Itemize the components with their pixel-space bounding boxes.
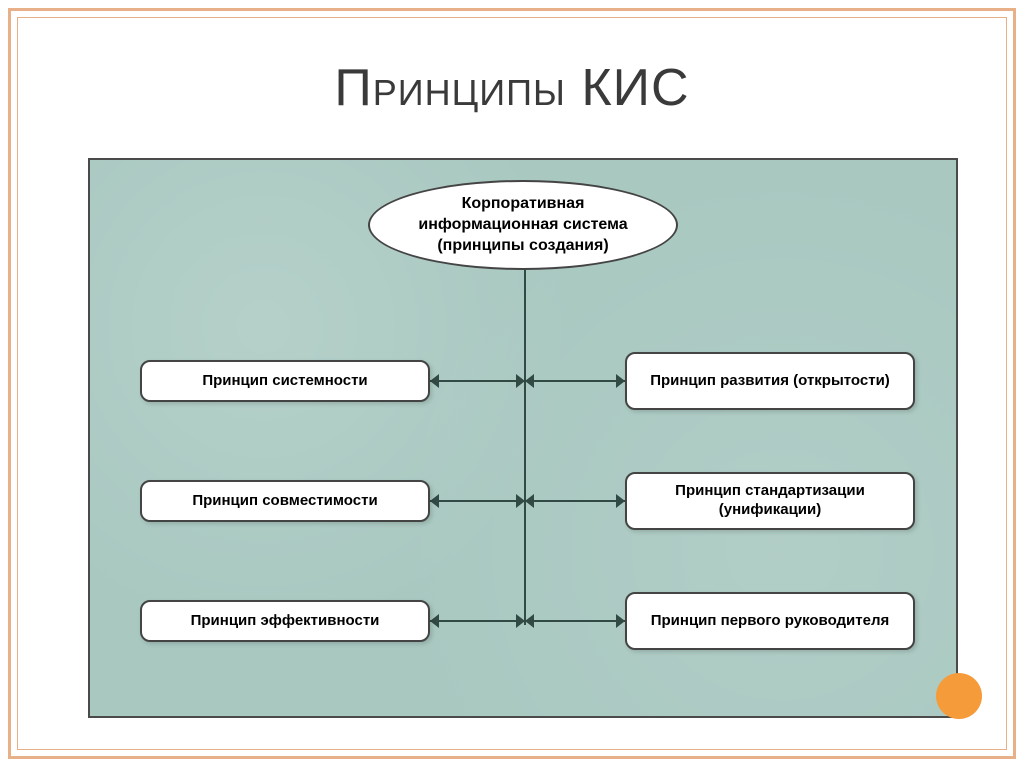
arrowhead-icon <box>516 494 525 508</box>
arrowhead-icon <box>525 374 534 388</box>
leaf-node-left: Принцип эффективности <box>140 600 430 642</box>
arrowhead-icon <box>516 614 525 628</box>
leaf-node-right: Принцип первого руководителя <box>625 592 915 650</box>
leaf-node-right: Принцип стандартизации (унификации) <box>625 472 915 530</box>
connector-right <box>525 500 625 502</box>
slide-title: Принципы КИС <box>18 58 1006 118</box>
connector-right <box>525 620 625 622</box>
connector-left <box>430 380 525 382</box>
connector-right <box>525 380 625 382</box>
arrowhead-icon <box>516 374 525 388</box>
arrowhead-icon <box>430 614 439 628</box>
diagram-area: Корпоративная информационная система (пр… <box>88 158 958 718</box>
corner-dot-icon <box>936 673 982 719</box>
root-node: Корпоративная информационная система (пр… <box>368 180 678 270</box>
arrowhead-icon <box>525 614 534 628</box>
arrowhead-icon <box>616 614 625 628</box>
leaf-node-right: Принцип развития (открытости) <box>625 352 915 410</box>
leaf-node-left: Принцип совместимости <box>140 480 430 522</box>
connector-left <box>430 500 525 502</box>
arrowhead-icon <box>616 494 625 508</box>
arrowhead-icon <box>430 494 439 508</box>
trunk-line <box>524 270 526 625</box>
inner-frame: Принципы КИС Корпоративная информационна… <box>17 17 1007 750</box>
arrowhead-icon <box>616 374 625 388</box>
arrowhead-icon <box>430 374 439 388</box>
leaf-node-left: Принцип системности <box>140 360 430 402</box>
outer-frame: Принципы КИС Корпоративная информационна… <box>8 8 1016 759</box>
arrowhead-icon <box>525 494 534 508</box>
connector-left <box>430 620 525 622</box>
